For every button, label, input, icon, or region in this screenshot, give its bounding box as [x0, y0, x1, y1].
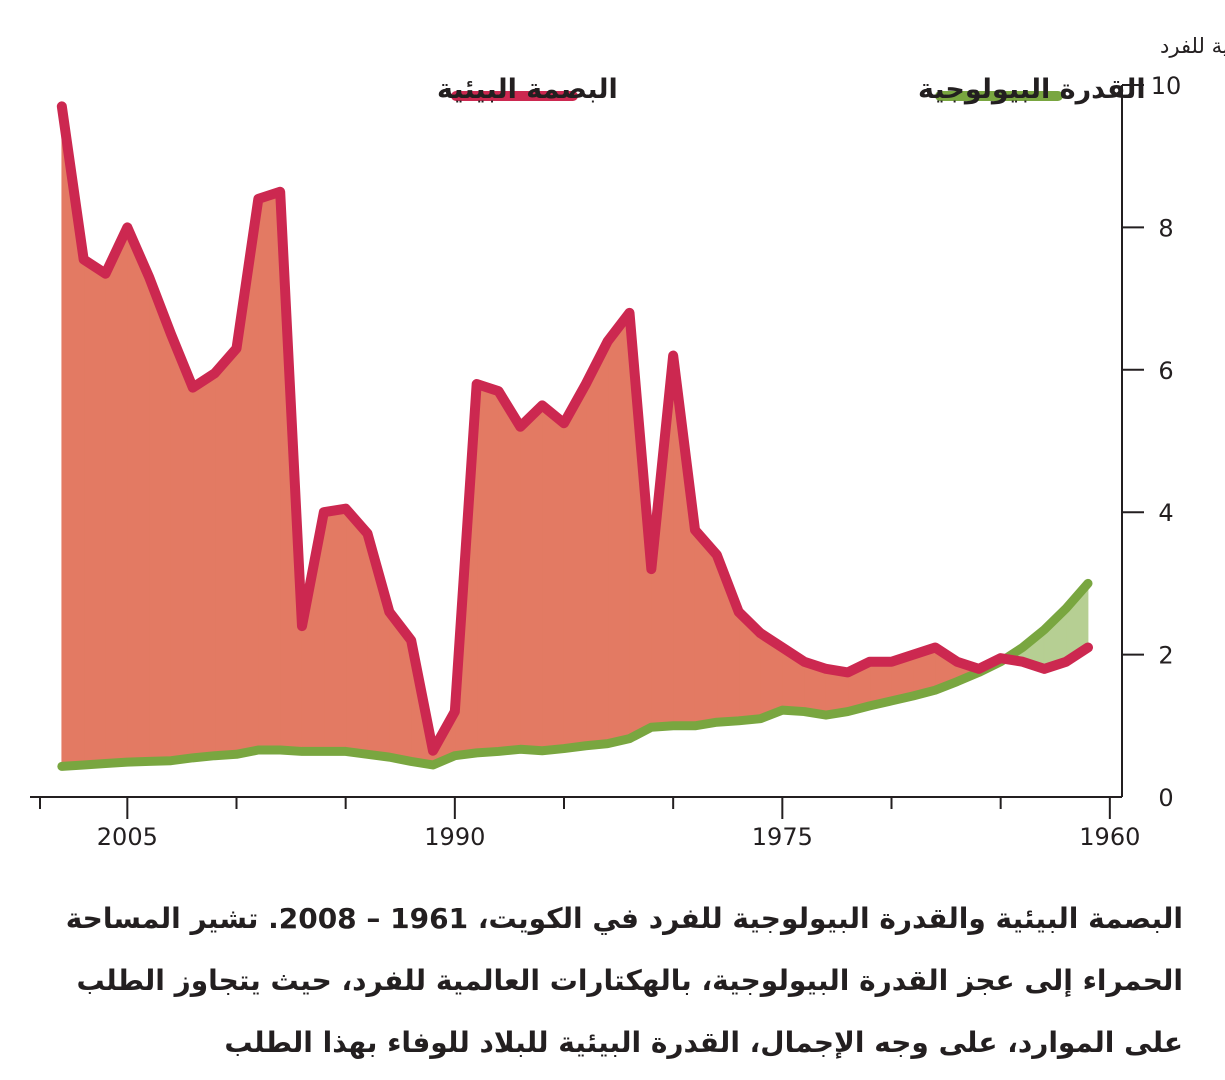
deficit-area-segment — [214, 347, 237, 757]
y-tick-label: 10 — [1151, 72, 1182, 100]
x-tick-label: 1960 — [1079, 823, 1140, 851]
y-tick-label: 8 — [1158, 214, 1173, 242]
caption-line-3: على الموارد، على وجه الإجمال، القدرة الب… — [224, 1026, 1183, 1059]
deficit-area-segment — [170, 334, 194, 762]
deficit-area-segment — [148, 277, 172, 762]
chart-axes — [30, 85, 1123, 798]
deficit-area-segment — [607, 311, 630, 745]
y-ticks: 0 2 4 6 8 10 — [1122, 72, 1181, 812]
series-line-ecological-footprint — [56, 101, 1093, 756]
y-tick-label: 0 — [1158, 784, 1173, 812]
series-lines — [56, 101, 1093, 771]
y-tick-label: 6 — [1158, 357, 1173, 385]
deficit-area-segment — [563, 382, 587, 750]
deficit-area-segment — [541, 404, 565, 752]
figure-caption: البصمة البيئية والقدرة البيولوجية للفرد … — [40, 888, 1183, 1074]
deficit-area-segment — [192, 372, 216, 759]
y-tick-label: 2 — [1158, 642, 1173, 670]
deficit-area-segment — [105, 227, 128, 764]
deficit-area-segment — [585, 341, 609, 747]
chart-fills — [61, 106, 1089, 767]
legend-label-biocapacity: القدرة البيولوجية — [918, 74, 1146, 105]
deficit-area-segment — [83, 258, 106, 766]
legend: البصمة البيئية القدرة البيولوجية — [437, 74, 1146, 105]
y-axis-label: هكتارات عالمية للفرد — [1160, 34, 1225, 58]
caption-line-2: الحمراء إلى عجز القدرة البيولوجية، بالهك… — [76, 964, 1183, 997]
y-tick-label: 4 — [1158, 499, 1173, 527]
deficit-area-segment — [126, 227, 150, 763]
x-tick-label: 2005 — [97, 823, 158, 851]
deficit-area-segment — [345, 507, 368, 755]
deficit-area-segment — [323, 508, 347, 752]
x-tick-label: 1990 — [424, 823, 485, 851]
x-ticks: 2005 1990 1975 1960 — [39, 797, 1140, 851]
deficit-area-segment — [476, 383, 499, 754]
caption-line-1: البصمة البيئية والقدرة البيولوجية للفرد … — [65, 902, 1183, 935]
deficit-area-segment — [498, 389, 521, 752]
x-tick-label: 1975 — [752, 823, 813, 851]
legend-label-ecological-footprint: البصمة البيئية — [437, 74, 618, 105]
deficit-area-segment — [257, 191, 281, 751]
chart: 2005 1990 1975 1960 0 2 4 6 8 10 هكتارات عالمية … — [30, 34, 1225, 851]
deficit-area-segment — [519, 404, 543, 752]
series-line-biocapacity — [57, 578, 1093, 771]
